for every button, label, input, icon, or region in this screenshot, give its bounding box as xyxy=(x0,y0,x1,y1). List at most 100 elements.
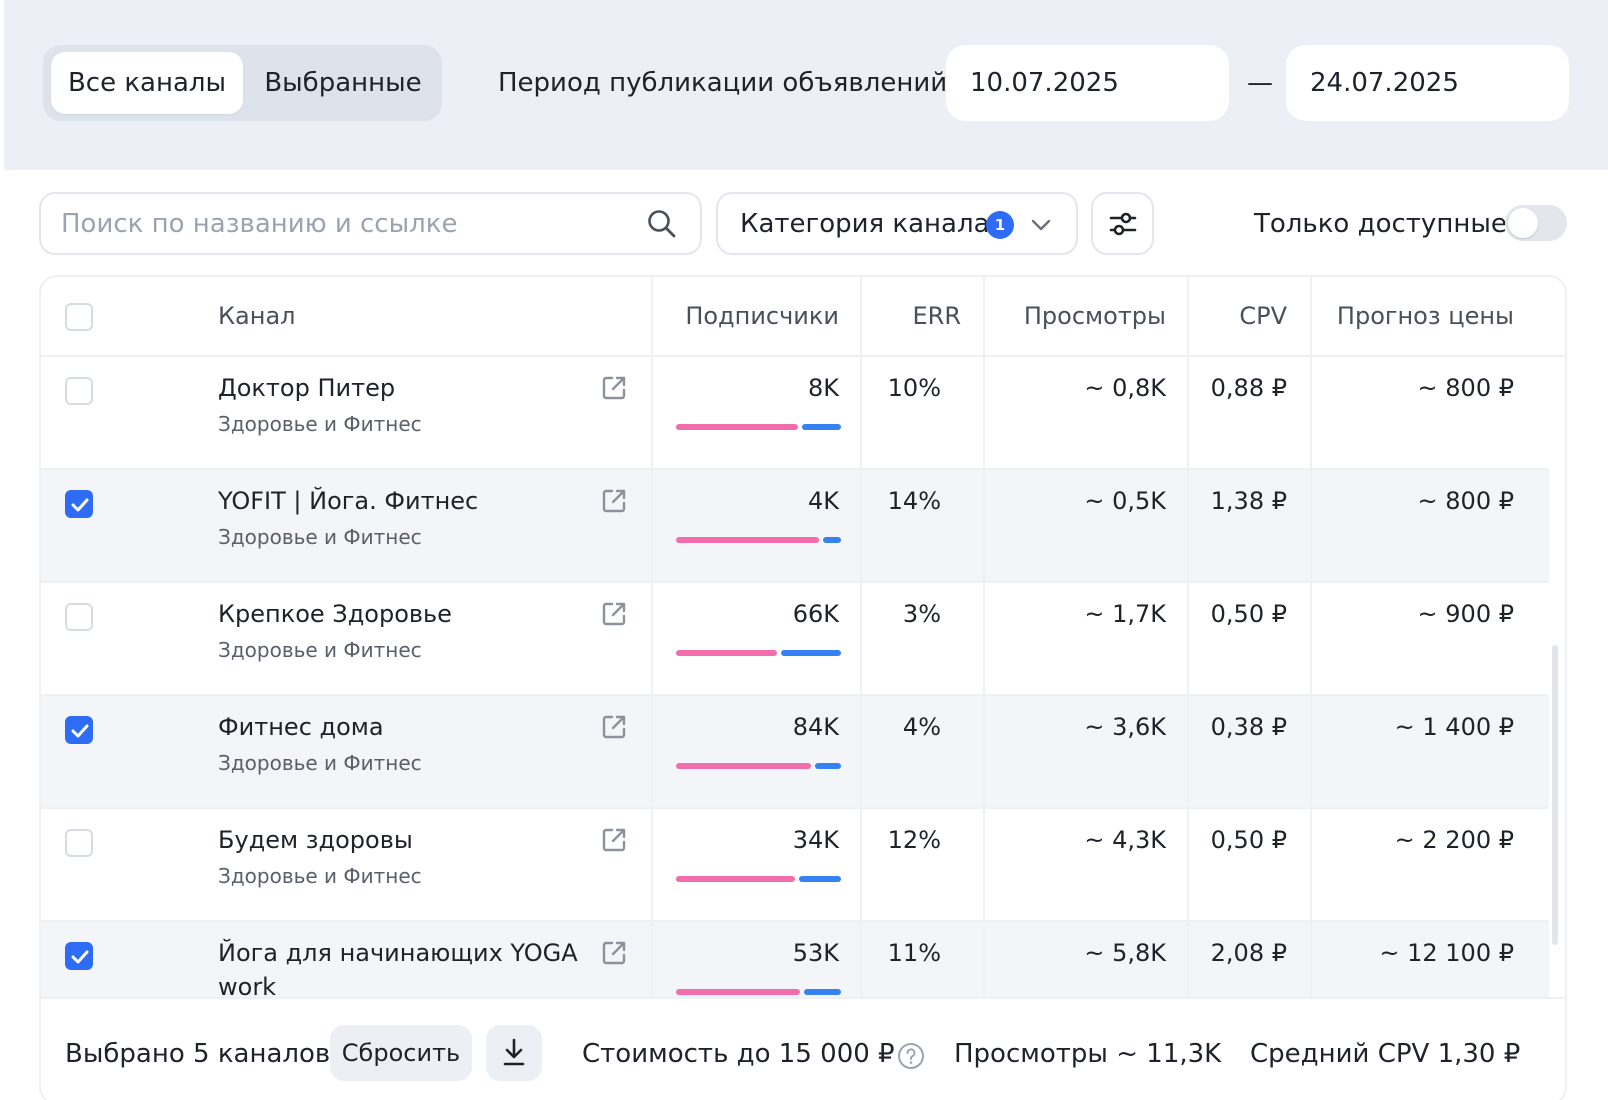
channel-category: Здоровье и Фитнес xyxy=(218,864,422,888)
column-divider xyxy=(1310,470,1312,583)
select-all-checkbox[interactable] xyxy=(65,303,93,331)
price-forecast-value: ~ 900 ₽ xyxy=(1417,600,1514,628)
search-box[interactable] xyxy=(39,192,702,255)
channel-name[interactable]: Йога для начинающих YOGA work xyxy=(218,939,578,997)
channel-name[interactable]: Крепкое Здоровье xyxy=(218,600,452,628)
toggle-knob xyxy=(1508,208,1538,238)
help-icon[interactable] xyxy=(897,1042,925,1070)
column-divider xyxy=(1187,583,1189,696)
err-value: 14% xyxy=(887,487,941,515)
column-divider xyxy=(1187,277,1189,357)
row-checkbox[interactable] xyxy=(65,716,93,744)
row-checkbox[interactable] xyxy=(65,829,93,857)
channel-scope-switch: Все каналы Выбранные xyxy=(43,45,442,121)
subscribers-value: 8K xyxy=(807,374,839,402)
selected-count: Выбрано 5 каналов xyxy=(65,1039,331,1069)
tab-selected-channels[interactable]: Выбранные xyxy=(264,68,422,98)
subscribers-bar-pink xyxy=(676,763,811,769)
subscribers-bar-blue xyxy=(781,650,841,656)
views-value: ~ 0,5K xyxy=(1084,487,1166,515)
subscribers-bar-pink xyxy=(676,537,819,543)
subscribers-bar-pink xyxy=(676,424,798,430)
search-input[interactable] xyxy=(61,202,621,246)
column-divider xyxy=(651,809,653,922)
cpv-value: 1,38 ₽ xyxy=(1210,487,1287,515)
col-header-cpv[interactable]: CPV xyxy=(1239,302,1287,330)
filters-button[interactable] xyxy=(1091,192,1154,255)
err-value: 4% xyxy=(902,713,941,741)
column-divider xyxy=(651,357,653,470)
err-value: 12% xyxy=(887,826,941,854)
row-checkbox[interactable] xyxy=(65,377,93,405)
column-divider xyxy=(651,277,653,357)
date-to-field[interactable]: 24.07.2025 xyxy=(1286,45,1569,121)
col-header-err[interactable]: ERR xyxy=(912,302,961,330)
price-forecast-value: ~ 12 100 ₽ xyxy=(1379,939,1514,967)
column-divider xyxy=(1187,809,1189,922)
table-row[interactable]: Крепкое Здоровье Здоровье и Фитнес 66K 3… xyxy=(41,583,1549,696)
category-count-badge: 1 xyxy=(986,211,1014,239)
views-value: ~ 1,7K xyxy=(1084,600,1166,628)
channel-category: Здоровье и Фитнес xyxy=(218,525,422,549)
search-icon[interactable] xyxy=(646,208,678,240)
tab-all-channels[interactable]: Все каналы xyxy=(51,52,243,114)
subscribers-bar-blue xyxy=(799,876,841,882)
table-row[interactable]: Будем здоровы Здоровье и Фитнес 34K 12% … xyxy=(41,809,1549,922)
col-header-channel[interactable]: Канал xyxy=(218,302,296,330)
download-icon xyxy=(503,1038,525,1066)
row-checkbox[interactable] xyxy=(65,942,93,970)
external-link-icon[interactable] xyxy=(600,939,628,967)
check-icon xyxy=(71,498,89,512)
row-checkbox[interactable] xyxy=(65,603,93,631)
col-header-views[interactable]: Просмотры xyxy=(1023,302,1166,330)
views-value: ~ 5,8K xyxy=(1084,939,1166,967)
price-forecast-value: ~ 800 ₽ xyxy=(1417,487,1514,515)
only-available-label: Только доступные xyxy=(1254,209,1507,239)
subscribers-value: 66K xyxy=(792,600,839,628)
column-divider xyxy=(651,470,653,583)
table-body: Доктор Питер Здоровье и Фитнес 8K 10% ~ … xyxy=(41,357,1565,997)
subscribers-bar-blue xyxy=(804,989,841,995)
table-row[interactable]: YOFIT | Йога. Фитнес Здоровье и Фитнес 4… xyxy=(41,470,1549,583)
table-row[interactable]: Йога для начинающих YOGA work 53K 11% ~ … xyxy=(41,922,1549,997)
table-row[interactable]: Доктор Питер Здоровье и Фитнес 8K 10% ~ … xyxy=(41,357,1549,470)
channel-name[interactable]: YOFIT | Йога. Фитнес xyxy=(218,487,479,515)
external-link-icon[interactable] xyxy=(600,600,628,628)
external-link-icon[interactable] xyxy=(600,826,628,854)
table-header: Канал Подписчики ERR Просмотры CPV Прогн… xyxy=(41,277,1565,357)
subscribers-bar-pink xyxy=(676,650,777,656)
column-divider xyxy=(1310,696,1312,809)
channel-category: Здоровье и Фитнес xyxy=(218,412,422,436)
price-forecast-value: ~ 1 400 ₽ xyxy=(1394,713,1514,741)
column-divider xyxy=(983,922,985,997)
external-link-icon[interactable] xyxy=(600,713,628,741)
table-scrollbar[interactable] xyxy=(1552,645,1558,945)
table-row[interactable]: Фитнес дома Здоровье и Фитнес 84K 4% ~ 3… xyxy=(41,696,1549,809)
column-divider xyxy=(983,696,985,809)
column-divider xyxy=(983,583,985,696)
channel-name[interactable]: Доктор Питер xyxy=(218,374,396,402)
column-divider xyxy=(1187,470,1189,583)
channel-name[interactable]: Фитнес дома xyxy=(218,713,384,741)
views-value: ~ 3,6K xyxy=(1084,713,1166,741)
channel-name[interactable]: Будем здоровы xyxy=(218,826,413,854)
subscribers-bar-pink xyxy=(676,989,800,995)
col-header-price-forecast[interactable]: Прогноз цены xyxy=(1336,302,1514,330)
row-checkbox[interactable] xyxy=(65,490,93,518)
column-divider xyxy=(860,809,862,922)
download-button[interactable] xyxy=(486,1025,542,1081)
views-value: ~ 0,8K xyxy=(1084,374,1166,402)
average-cpv: Средний CPV 1,30 ₽ xyxy=(1250,1039,1521,1069)
selection-summary-bar: Выбрано 5 каналов Сбросить Стоимость до … xyxy=(41,997,1565,1100)
column-divider xyxy=(860,357,862,470)
category-filter-dropdown[interactable]: Категория канала 1 xyxy=(716,192,1078,255)
reset-button[interactable]: Сбросить xyxy=(330,1025,472,1081)
external-link-icon[interactable] xyxy=(600,487,628,515)
subscribers-value: 34K xyxy=(792,826,839,854)
column-divider xyxy=(1310,809,1312,922)
column-divider xyxy=(1187,357,1189,470)
only-available-toggle[interactable] xyxy=(1505,205,1567,241)
col-header-subscribers[interactable]: Подписчики xyxy=(685,302,839,330)
date-from-field[interactable]: 10.07.2025 xyxy=(946,45,1229,121)
external-link-icon[interactable] xyxy=(600,374,628,402)
